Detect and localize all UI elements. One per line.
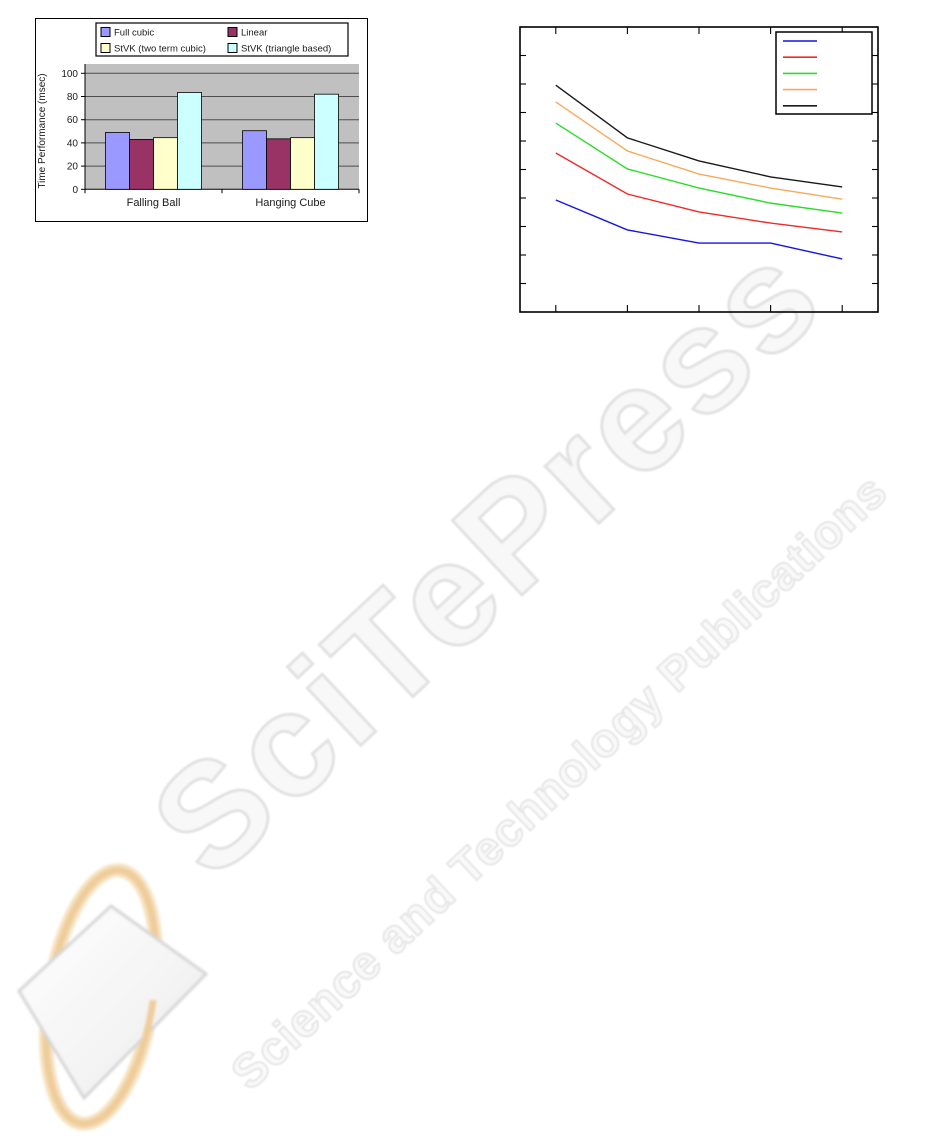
line-series-black (555, 84, 843, 188)
legend-swatch (100, 43, 111, 53)
y-axis-label: Time Performance (msec) (37, 73, 48, 188)
bar (177, 92, 202, 190)
legend-swatch (100, 27, 111, 37)
bar (314, 93, 339, 190)
bar (105, 132, 130, 190)
scitepress-logo-icon (17, 863, 209, 1131)
y-tick-label: 20 (67, 162, 79, 173)
y-tick-label: 100 (61, 69, 78, 80)
legend-label: Full cubic (114, 28, 154, 39)
line-series-blue (555, 199, 843, 260)
line-series-orange (555, 101, 843, 200)
category-label: Falling Ball (127, 197, 181, 209)
y-tick-label: 60 (67, 115, 79, 126)
logo-page-icon (17, 904, 209, 1101)
legend-label: Linear (241, 28, 267, 39)
legend-swatch (227, 27, 238, 37)
bar (266, 138, 291, 190)
bar (242, 130, 267, 190)
legend-swatch (227, 43, 238, 53)
category-label: Hanging Cube (255, 197, 325, 209)
bar (290, 137, 315, 190)
legend-label: StVK (two term cubic) (114, 44, 206, 55)
line-series-green (555, 122, 843, 214)
y-tick-label: 0 (72, 185, 78, 196)
bar-legend (95, 22, 349, 57)
line-series-red (555, 152, 843, 233)
y-tick-label: 40 (67, 138, 79, 149)
bar-chart-figure: 0 20 40 60 80 100 Falling Ball Hanging Cube Time… (35, 18, 368, 222)
line-chart-figure (519, 26, 879, 313)
watermark-title: SciTePress (121, 209, 853, 907)
logo-ring-front-arc-icon (95, 1000, 160, 1128)
y-tick-label: 80 (67, 92, 79, 103)
bar (129, 139, 154, 190)
legend-label: StVK (triangle based) (241, 44, 331, 55)
bar (153, 137, 178, 190)
